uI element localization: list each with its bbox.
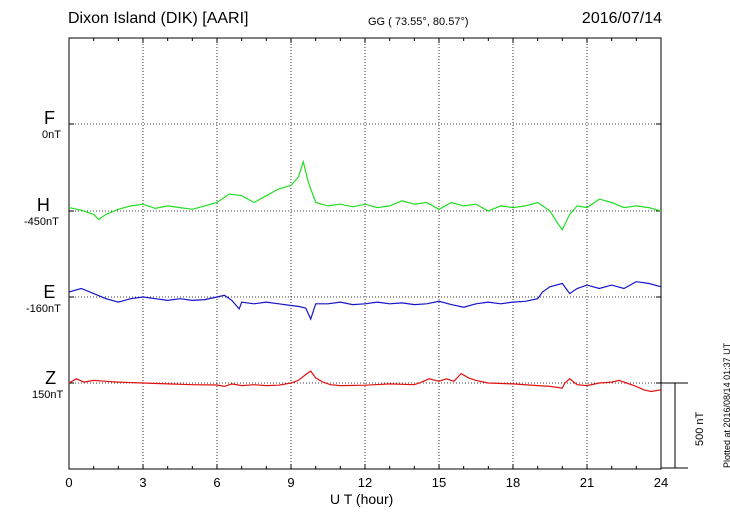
scale-bar-label: 500 nT bbox=[694, 411, 706, 446]
plot-date: 2016/07/14 bbox=[581, 10, 662, 27]
channel-baseline: 150nT bbox=[32, 389, 64, 401]
channel-name: H bbox=[36, 195, 50, 215]
series-line-e bbox=[68, 281, 662, 321]
x-tick-label: 3 bbox=[139, 475, 146, 490]
station-title: Dixon Island (DIK) [AARI] bbox=[68, 10, 249, 27]
x-tick-label: 18 bbox=[506, 475, 520, 490]
channel-label-f: F 0nT bbox=[34, 108, 61, 141]
plotted-timestamp: Plotted at 2016/08/14 01:37 UT bbox=[722, 342, 730, 468]
channel-name: F bbox=[43, 108, 55, 128]
channel-baseline: -160nT bbox=[26, 303, 61, 315]
x-tick-label: 0 bbox=[65, 475, 72, 490]
channel-label-h: H -450nT bbox=[24, 195, 59, 228]
channel-baseline: -450nT bbox=[24, 216, 59, 228]
x-tick-label: 24 bbox=[654, 475, 668, 490]
channel-label-z: Z 150nT bbox=[32, 368, 63, 401]
x-tick-label: 15 bbox=[432, 475, 446, 490]
channel-name: E bbox=[43, 282, 56, 302]
channel-baseline: 0nT bbox=[42, 129, 61, 141]
x-tick-label: 6 bbox=[213, 475, 220, 490]
x-tick-label: 9 bbox=[287, 475, 294, 490]
x-tick-label: 21 bbox=[580, 475, 594, 490]
series-line-h bbox=[68, 159, 662, 231]
channel-name: Z bbox=[45, 368, 57, 388]
x-axis-title: U T (hour) bbox=[330, 491, 394, 507]
station-coordinates: GG ( 73.55°, 80.57°) bbox=[368, 16, 469, 28]
x-tick-label: 12 bbox=[358, 475, 372, 490]
channel-label-e: E -160nT bbox=[26, 282, 61, 315]
series-line-z bbox=[68, 370, 662, 393]
